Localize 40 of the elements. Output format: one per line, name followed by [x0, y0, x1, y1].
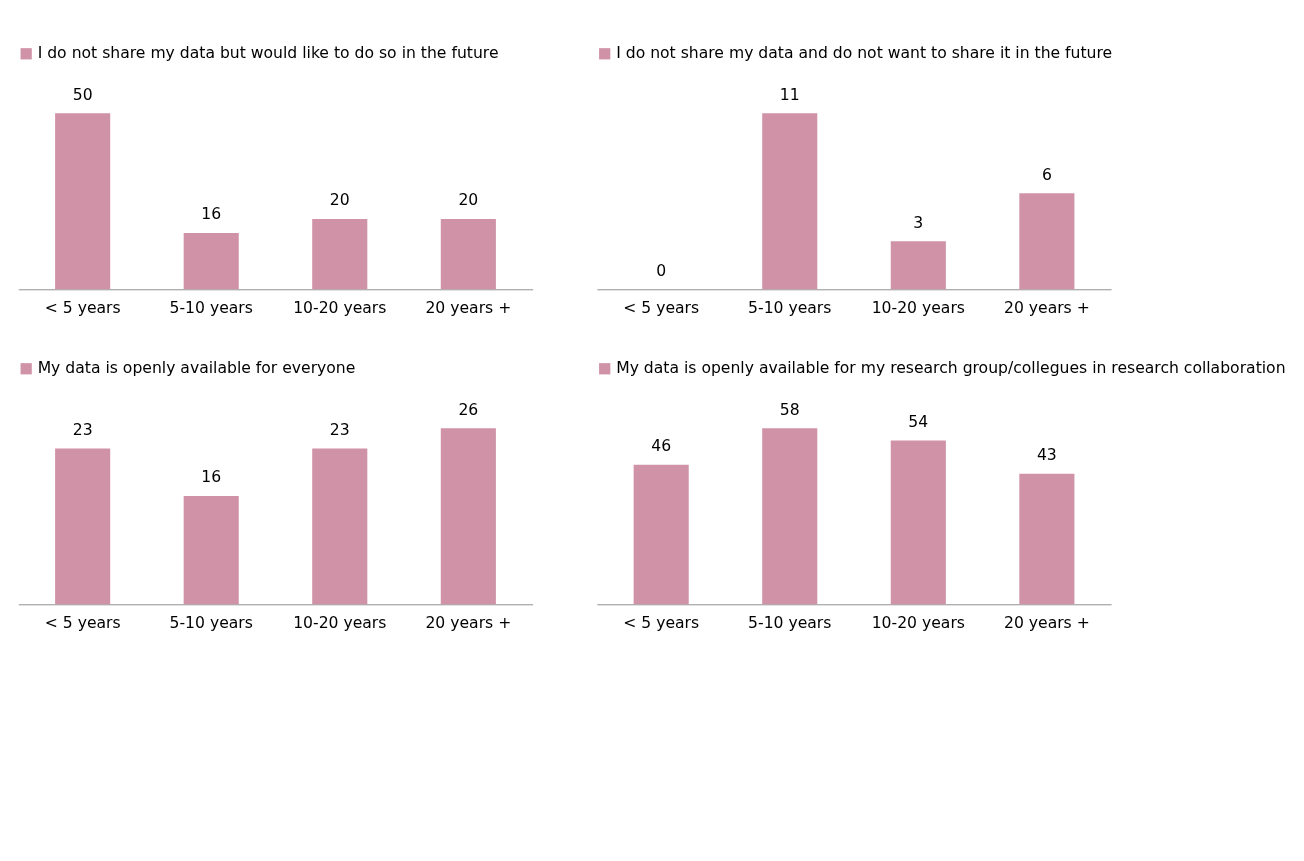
bar — [633, 464, 689, 605]
x-tick-label: 10-20 years — [293, 613, 387, 632]
data-label: 6 — [1041, 165, 1052, 184]
data-label: 50 — [72, 85, 93, 104]
bar — [762, 428, 818, 605]
x-tick-label: 10-20 years — [871, 613, 965, 632]
x-tick-label: 20 years + — [425, 613, 512, 632]
x-tick-label: 10-20 years — [293, 298, 387, 317]
data-label: 0 — [656, 261, 667, 280]
bar — [1019, 473, 1075, 605]
x-tick-label: < 5 years — [44, 613, 121, 632]
data-label: 20 — [458, 191, 479, 210]
x-tick-label: < 5 years — [623, 298, 700, 317]
legend-label: My data is openly available for everyone — [37, 359, 356, 378]
legend-label: I do not share my data but would like to do so in the future — [37, 44, 499, 63]
legend-label: My data is openly available for my research group/collegues in research collaboration — [616, 359, 1286, 378]
data-label: 23 — [329, 420, 350, 439]
data-label: 26 — [458, 400, 479, 419]
data-label: 54 — [908, 412, 929, 431]
x-tick-label: < 5 years — [44, 298, 121, 317]
data-label: 20 — [329, 191, 350, 210]
data-label: 58 — [779, 400, 800, 419]
x-tick-label: 20 years + — [1003, 613, 1090, 632]
x-tick-label: 20 years + — [1003, 298, 1090, 317]
x-tick-label: 5-10 years — [748, 298, 832, 317]
data-label: 11 — [779, 85, 800, 104]
x-tick-label: 5-10 years — [748, 613, 832, 632]
x-tick-label: 5-10 years — [169, 613, 253, 632]
bar — [890, 440, 946, 605]
data-label: 46 — [651, 436, 672, 455]
legend-label: I do not share my data and do not want to share it in the future — [616, 44, 1113, 63]
x-tick-label: 10-20 years — [871, 298, 965, 317]
data-label: 43 — [1036, 446, 1057, 465]
x-tick-label: 5-10 years — [169, 298, 253, 317]
data-label: 16 — [201, 205, 222, 224]
x-tick-label: 20 years + — [425, 298, 512, 317]
data-label: 16 — [201, 468, 222, 487]
data-label: 23 — [72, 420, 93, 439]
x-tick-label: < 5 years — [623, 613, 700, 632]
data-label: 3 — [913, 213, 924, 232]
